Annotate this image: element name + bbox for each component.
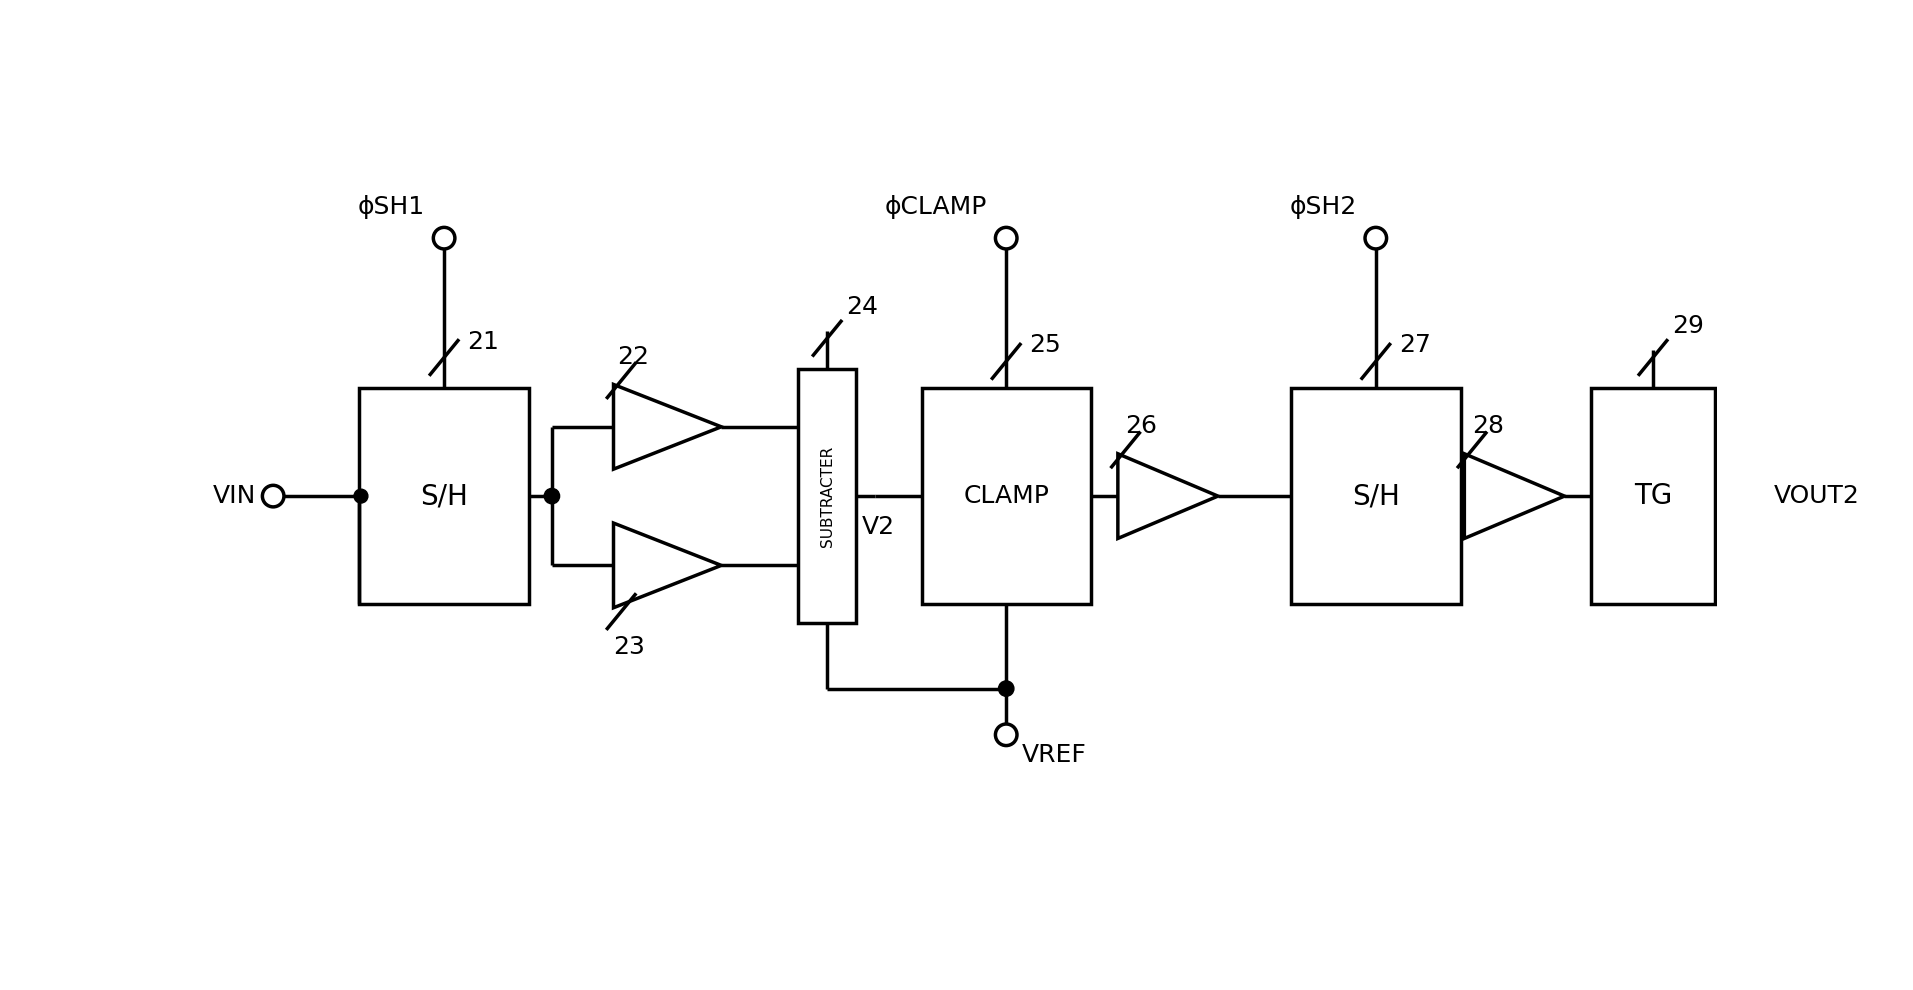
Bar [360, 388, 528, 604]
Polygon shape [614, 384, 721, 469]
Bar [922, 388, 1090, 604]
Bar [1291, 388, 1460, 604]
Text: 21: 21 [467, 330, 499, 353]
Circle shape [995, 724, 1018, 745]
Text: 23: 23 [612, 635, 645, 658]
Text: V2: V2 [863, 516, 895, 540]
Text: 22: 22 [618, 346, 649, 369]
Polygon shape [1117, 453, 1219, 539]
Circle shape [995, 228, 1018, 248]
Text: 28: 28 [1473, 415, 1504, 439]
Polygon shape [614, 523, 721, 608]
Circle shape [354, 489, 367, 503]
Text: 27: 27 [1398, 334, 1431, 357]
Circle shape [1366, 228, 1387, 248]
Text: TG: TG [1634, 482, 1672, 510]
Text: 25: 25 [1029, 334, 1062, 357]
Text: ϕSH1: ϕSH1 [358, 195, 425, 219]
Text: VOUT2: VOUT2 [1773, 484, 1859, 508]
Text: VIN: VIN [212, 484, 256, 508]
Circle shape [543, 488, 561, 504]
Text: SUBTRACTER: SUBTRACTER [819, 446, 834, 546]
Text: 24: 24 [846, 295, 878, 319]
Text: 26: 26 [1125, 415, 1157, 439]
Circle shape [262, 485, 283, 507]
Text: ϕSH2: ϕSH2 [1289, 195, 1356, 219]
Text: S/H: S/H [1352, 482, 1400, 510]
Text: VREF: VREF [1022, 742, 1087, 766]
Text: ϕCLAMP: ϕCLAMP [884, 195, 987, 219]
Bar [798, 369, 855, 623]
Polygon shape [1463, 453, 1565, 539]
Circle shape [999, 681, 1014, 696]
Text: S/H: S/H [421, 482, 469, 510]
Text: 29: 29 [1672, 314, 1704, 339]
Circle shape [434, 228, 455, 248]
Text: CLAMP: CLAMP [964, 484, 1048, 508]
Bar [1592, 388, 1714, 604]
Circle shape [1747, 485, 1768, 507]
